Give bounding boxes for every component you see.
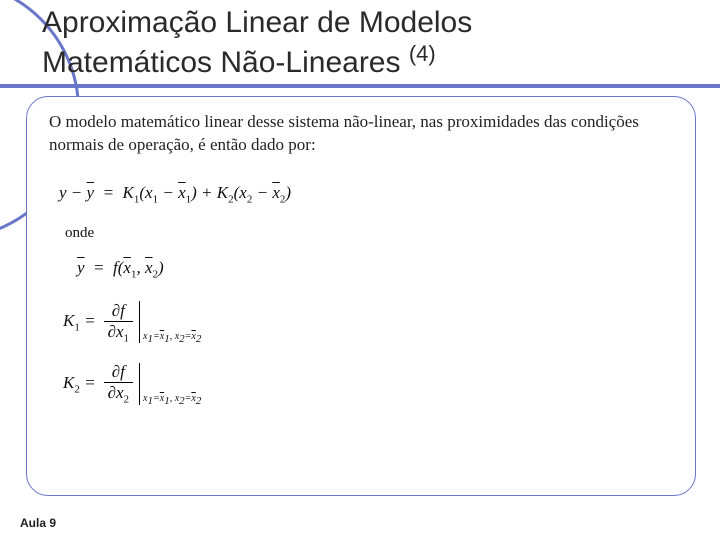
k1-label: K1 = [63, 311, 96, 333]
k1-equation: K1 = ∂f ∂x1 x1=x1, x2=x2 [63, 301, 673, 344]
equations-block: y − y = K1(x1 − x1) + K2(x2 − x2) onde y… [59, 183, 673, 406]
content-frame: O modelo matemático linear desse sistema… [26, 96, 696, 496]
k2-label: K2 = [63, 373, 96, 395]
k1-eval-condition: x1=x1, x2=x2 [143, 331, 201, 345]
main-equation: y − y = K1(x1 − x1) + K2(x2 − x2) [59, 183, 673, 205]
k2-eval-bar: x1=x1, x2=x2 [139, 363, 140, 405]
title-superscript: (4) [409, 41, 436, 66]
ybar-equation: y = f(x1, x2) [77, 258, 673, 280]
k1-eval-bar: x1=x1, x2=x2 [139, 301, 140, 343]
intro-text: O modelo matemático linear desse sistema… [49, 111, 673, 157]
k2-fraction: ∂f ∂x2 [104, 362, 133, 405]
k1-fraction: ∂f ∂x1 [104, 301, 133, 344]
title-line-2: Matemáticos Não-Lineares (4) [42, 41, 472, 81]
title-underline [0, 84, 720, 88]
k2-equation: K2 = ∂f ∂x2 x1=x1, x2=x2 [63, 362, 673, 405]
onde-label: onde [65, 225, 673, 242]
slide-title: Aproximação Linear de Modelos Matemático… [42, 6, 472, 80]
footer-label: Aula 9 [20, 516, 56, 530]
k2-eval-condition: x1=x1, x2=x2 [143, 393, 201, 407]
title-line-1: Aproximação Linear de Modelos [42, 6, 472, 41]
